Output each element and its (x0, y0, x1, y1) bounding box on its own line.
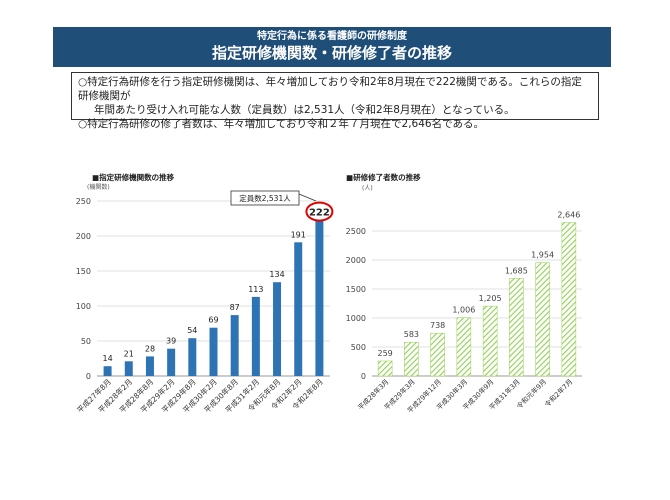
left-data-label: 54 (187, 326, 197, 335)
left-y-tick-label: 150 (76, 267, 91, 276)
left-chart-title: ■指定研修機関数の推移 (92, 173, 175, 182)
right-bar (561, 222, 577, 377)
left-y-tick-label: 0 (86, 372, 91, 381)
right-y-tick-label: 1500 (346, 285, 366, 294)
summary-box: ○特定行為研修を行う指定研修機関は、年々増加しており令和2年8月現在で222機関… (71, 72, 599, 130)
left-data-label: 191 (291, 230, 306, 239)
right-y-axis-label: (人) (362, 185, 373, 192)
right-data-label: 1,006 (452, 306, 475, 315)
right-x-tick-label: 令和2年7月 (543, 377, 575, 409)
right-y-tick-label: 2500 (346, 227, 366, 236)
left-y-tick-label: 50 (81, 337, 91, 346)
left-y-tick-label: 250 (76, 197, 91, 206)
left-y-tick-label: 100 (76, 302, 91, 311)
left-bar (209, 327, 218, 376)
left-data-label: 113 (248, 285, 263, 294)
banner-subtitle: 特定行為に係る看護師の研修制度 (257, 31, 407, 42)
right-data-label: 1,205 (479, 294, 502, 303)
right-data-label: 1,954 (531, 251, 554, 260)
left-bar (145, 356, 154, 376)
summary-line-1: ○特定行為研修を行う指定研修機関は、年々増加しており令和2年8月現在で222機関… (78, 76, 582, 102)
right-y-tick-label: 0 (361, 372, 366, 381)
right-bar (482, 305, 498, 377)
left-bar (230, 315, 239, 376)
right-data-label: 738 (430, 321, 445, 330)
left-y-tick-label: 200 (76, 232, 91, 241)
left-bar (103, 366, 112, 376)
right-data-label: 259 (377, 349, 392, 358)
left-data-label: 134 (269, 270, 284, 279)
left-data-label: 28 (145, 344, 155, 353)
title-banner: 特定行為に係る看護師の研修制度 指定研修機関数・研修修了者の推移 (53, 27, 611, 67)
left-data-label: 69 (208, 316, 218, 325)
right-y-tick-label: 1000 (346, 314, 366, 323)
capacity-callout-pointer (298, 193, 317, 202)
left-data-label: 39 (166, 337, 176, 346)
right-bar (535, 262, 550, 377)
left-bar (124, 361, 133, 376)
banner-title: 指定研修機関数・研修修了者の推移 (211, 44, 452, 62)
capacity-callout-text: 定員数2,531人 (239, 193, 291, 203)
capacity-callout-box (230, 190, 300, 206)
left-data-label: 87 (230, 303, 240, 312)
right-bar (430, 332, 445, 377)
left-y-axis-label: (機関数) (87, 183, 110, 191)
right-data-label: 1,685 (505, 266, 528, 275)
right-data-label: 2,646 (557, 211, 580, 220)
left-data-label: 14 (102, 354, 112, 363)
right-chart-title: ■研修修了者数の推移 (346, 173, 421, 182)
right-data-label: 583 (404, 330, 419, 339)
right-y-tick-label: 2000 (346, 256, 366, 265)
right-bar (456, 317, 472, 377)
left-bar (294, 242, 303, 376)
left-bar (167, 348, 176, 376)
left-bar (188, 338, 197, 376)
left-bar (251, 296, 260, 376)
left-bar (315, 220, 324, 376)
summary-line-3: ○特定行為研修の修了者数は、年々増加しており令和２年７月現在で2,646名である… (78, 118, 484, 130)
right-bar (377, 360, 393, 377)
right-bar (404, 341, 419, 377)
right-bar (509, 278, 524, 377)
left-data-label: 222 (309, 208, 330, 219)
left-data-label: 21 (124, 349, 134, 358)
right-y-tick-label: 500 (351, 343, 366, 352)
left-highlight-circle (305, 201, 334, 222)
left-bar (273, 282, 282, 376)
summary-line-2: 年間あたり受け入れ可能な人数（定員数）は2,531人（令和2年8月現在）となって… (94, 104, 515, 116)
